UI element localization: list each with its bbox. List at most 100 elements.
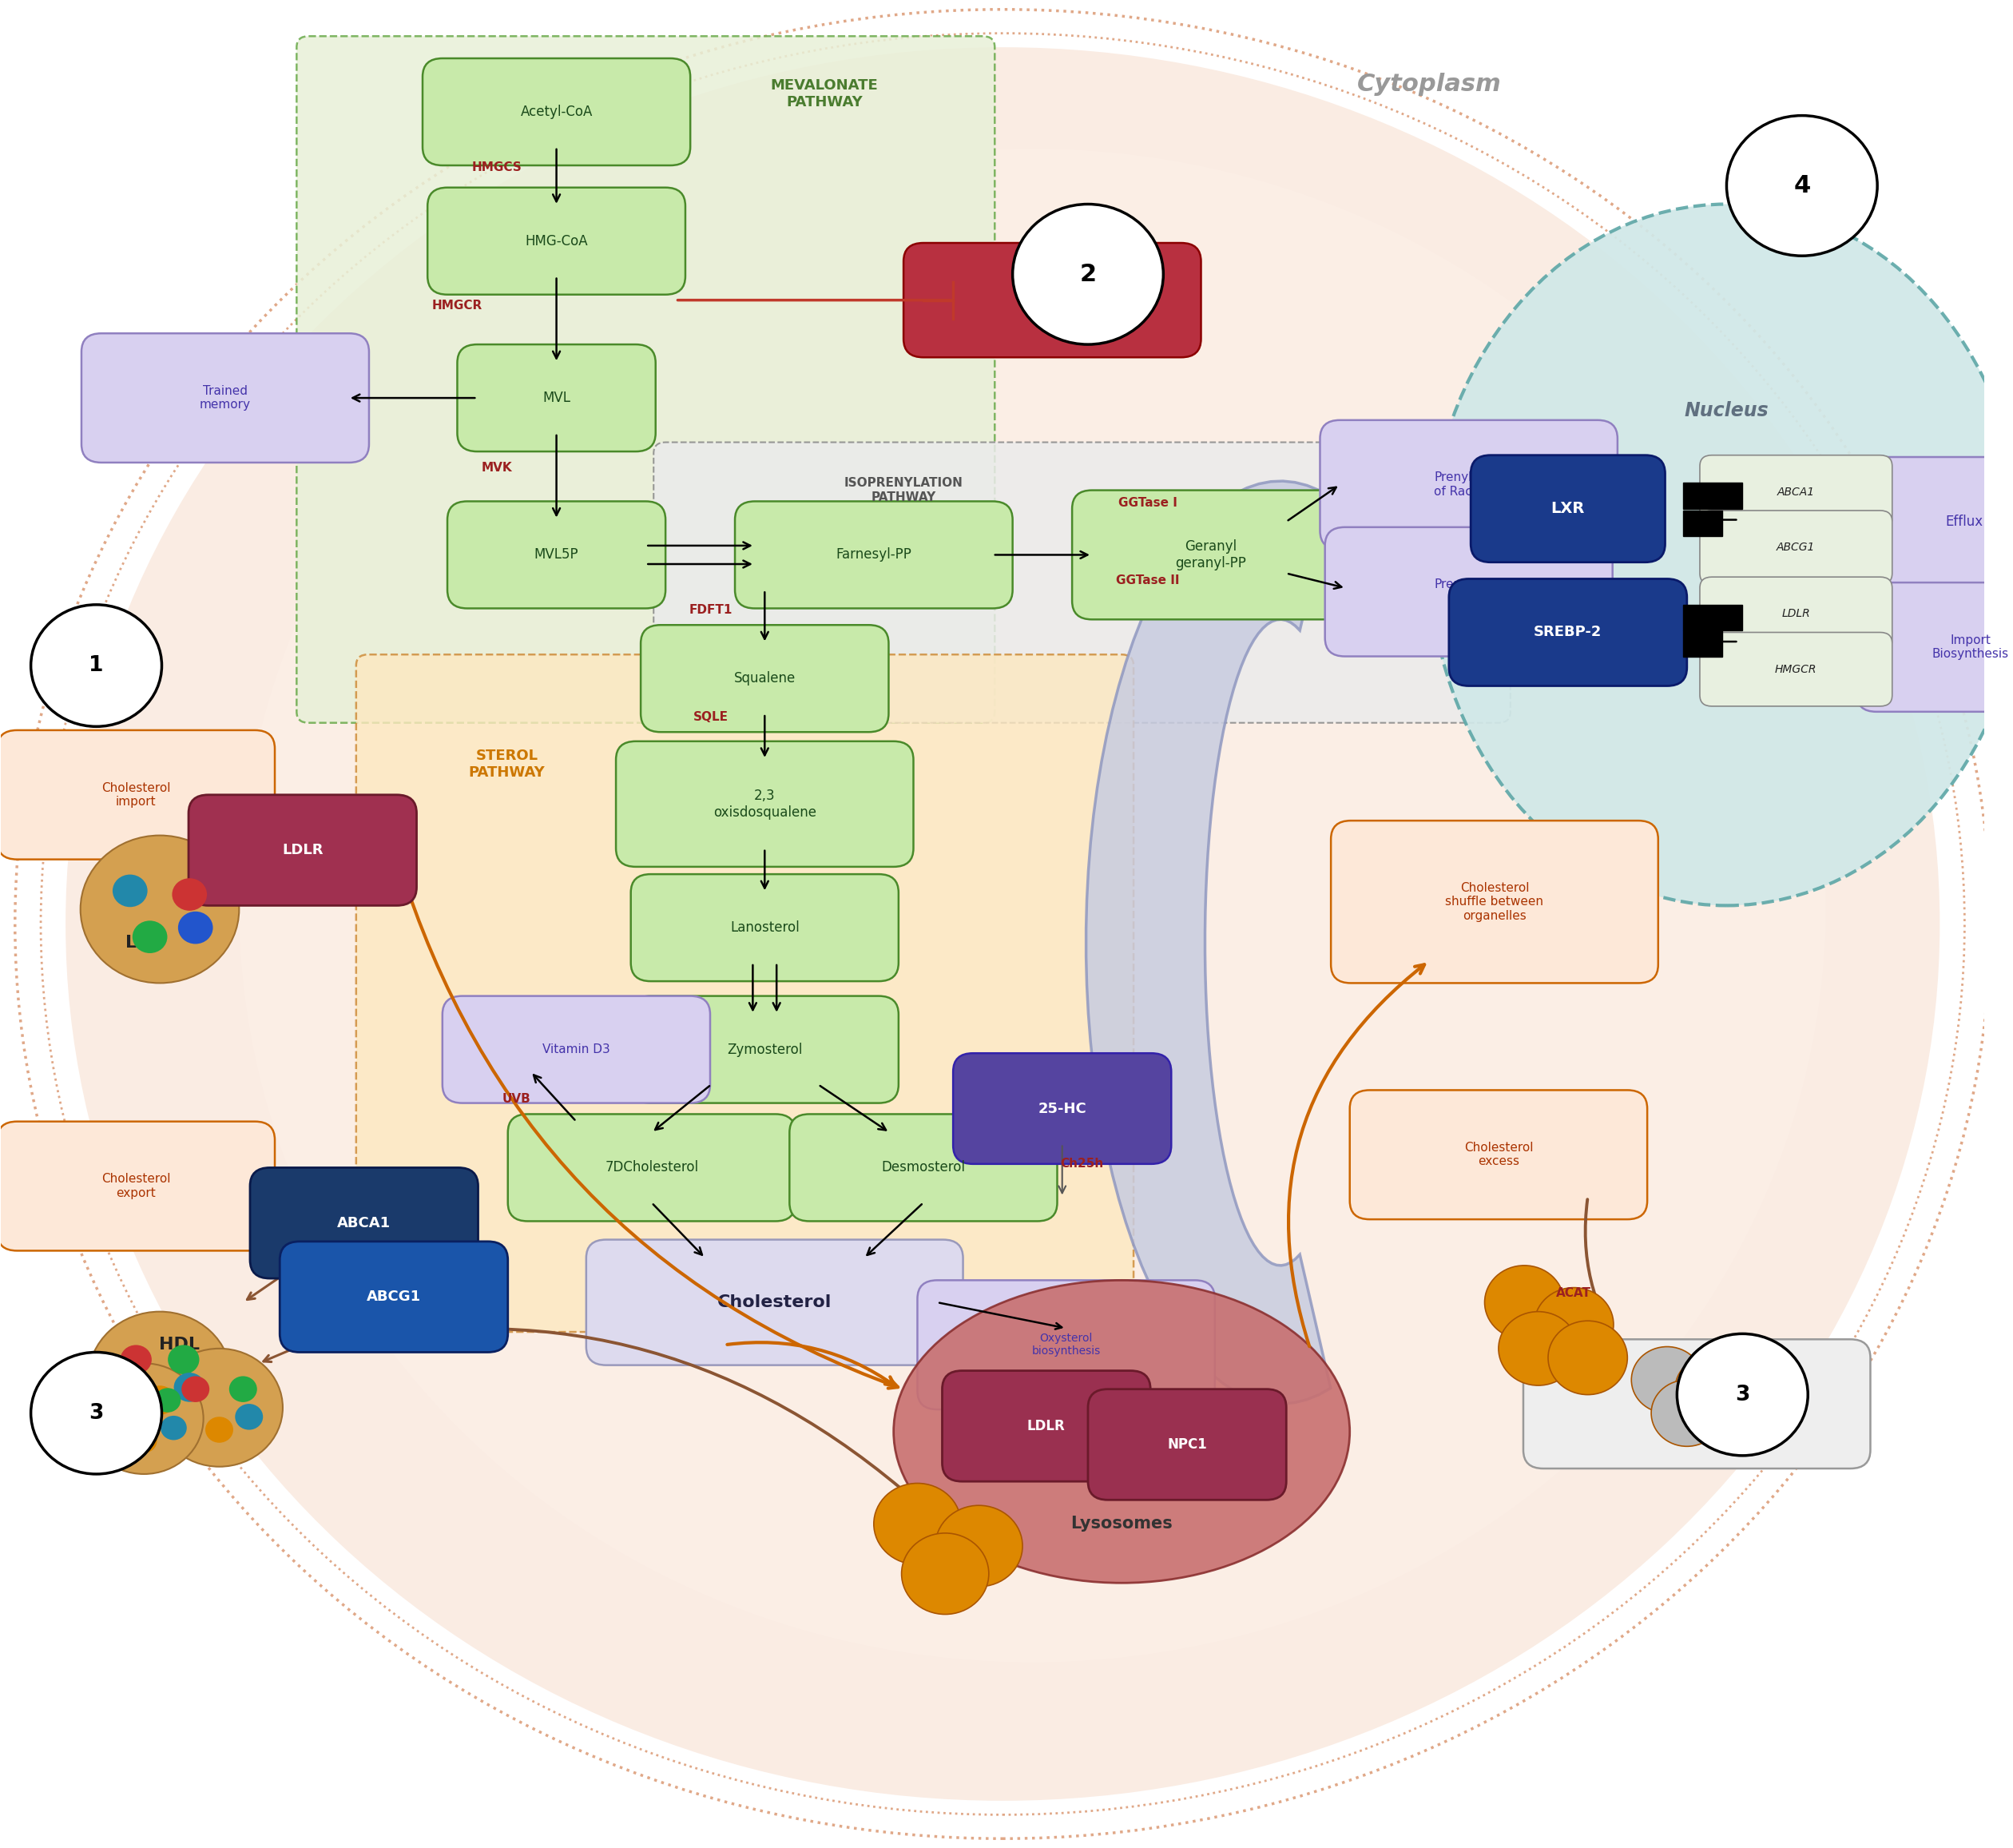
FancyBboxPatch shape: [1856, 456, 2013, 586]
FancyBboxPatch shape: [0, 1122, 276, 1251]
Circle shape: [131, 1429, 157, 1453]
Text: 3: 3: [89, 1403, 103, 1423]
Text: Cholesterol
excess: Cholesterol excess: [1463, 1142, 1534, 1168]
FancyBboxPatch shape: [1524, 1340, 1870, 1469]
Text: LDLR: LDLR: [1027, 1419, 1065, 1434]
FancyBboxPatch shape: [423, 59, 690, 164]
FancyBboxPatch shape: [356, 654, 1133, 1332]
Text: Trained
memory: Trained memory: [199, 384, 252, 410]
Text: Prenylation
of Rab: Prenylation of Rab: [1435, 578, 1504, 604]
Circle shape: [902, 1534, 988, 1615]
Circle shape: [229, 1377, 258, 1403]
FancyBboxPatch shape: [296, 37, 994, 723]
FancyBboxPatch shape: [586, 1240, 962, 1366]
Circle shape: [1727, 116, 1878, 255]
Text: 2: 2: [1079, 262, 1097, 286]
Text: Nucleus: Nucleus: [1685, 401, 1769, 421]
Text: ABCG1: ABCG1: [1777, 541, 1816, 553]
Text: Prenylation
of Rac, Rho: Prenylation of Rac, Rho: [1433, 471, 1504, 497]
Text: ABCA1: ABCA1: [338, 1216, 391, 1231]
Text: Vitamin D3: Vitamin D3: [541, 1044, 610, 1055]
Text: LDL: LDL: [125, 935, 163, 950]
Ellipse shape: [66, 48, 1941, 1800]
FancyBboxPatch shape: [443, 996, 711, 1103]
Text: 1: 1: [89, 656, 105, 676]
Text: Import
Biosynthesis: Import Biosynthesis: [1932, 634, 2009, 660]
FancyBboxPatch shape: [1856, 582, 2013, 711]
Circle shape: [107, 1388, 133, 1412]
Text: Zymosterol: Zymosterol: [727, 1042, 803, 1057]
FancyBboxPatch shape: [280, 1242, 507, 1353]
Text: GGTase II: GGTase II: [1115, 575, 1180, 586]
Text: Cholesterol
export: Cholesterol export: [101, 1173, 171, 1199]
Text: GGTase I: GGTase I: [1117, 497, 1178, 510]
FancyBboxPatch shape: [1087, 1390, 1286, 1501]
Text: 25-HC: 25-HC: [1039, 1101, 1087, 1116]
Polygon shape: [1087, 480, 1331, 1404]
FancyBboxPatch shape: [1325, 527, 1612, 656]
FancyBboxPatch shape: [1699, 577, 1892, 650]
FancyBboxPatch shape: [1073, 490, 1351, 619]
Circle shape: [1651, 1380, 1723, 1447]
FancyBboxPatch shape: [1351, 1090, 1647, 1220]
Text: Statins: Statins: [1019, 292, 1085, 309]
Text: Lysosomes: Lysosomes: [1071, 1515, 1174, 1532]
Text: Desmosterol: Desmosterol: [882, 1161, 966, 1175]
Circle shape: [161, 1416, 187, 1440]
Circle shape: [1548, 1321, 1627, 1395]
Circle shape: [81, 835, 240, 983]
Text: Cholesterol
import: Cholesterol import: [101, 782, 171, 808]
Circle shape: [874, 1484, 960, 1565]
Text: HDL: HDL: [159, 1336, 199, 1353]
FancyBboxPatch shape: [1699, 632, 1892, 706]
Text: FDFT1: FDFT1: [688, 604, 733, 615]
Circle shape: [113, 874, 147, 907]
FancyBboxPatch shape: [630, 874, 898, 981]
Circle shape: [936, 1506, 1023, 1587]
Text: MVK: MVK: [481, 462, 513, 475]
Text: NPC1: NPC1: [1168, 1438, 1208, 1453]
FancyBboxPatch shape: [1683, 510, 1723, 536]
Circle shape: [205, 1417, 234, 1443]
Text: ACAT: ACAT: [1556, 1288, 1592, 1299]
Circle shape: [1675, 1356, 1747, 1423]
Text: STEROL
PATHWAY: STEROL PATHWAY: [469, 748, 546, 780]
FancyBboxPatch shape: [952, 1053, 1172, 1164]
Text: Cholesterol ester
storage pool: Cholesterol ester storage pool: [1651, 1392, 1743, 1416]
FancyBboxPatch shape: [735, 501, 1013, 608]
FancyBboxPatch shape: [81, 333, 368, 462]
Circle shape: [155, 1349, 282, 1467]
FancyBboxPatch shape: [1699, 455, 1892, 529]
FancyBboxPatch shape: [0, 730, 276, 859]
FancyBboxPatch shape: [1683, 604, 1743, 630]
FancyBboxPatch shape: [630, 996, 898, 1103]
FancyBboxPatch shape: [1331, 821, 1659, 983]
Circle shape: [89, 1312, 231, 1445]
Circle shape: [85, 1364, 203, 1475]
Text: HMGCR: HMGCR: [1775, 663, 1818, 675]
Circle shape: [1691, 1386, 1761, 1453]
FancyBboxPatch shape: [654, 442, 1510, 723]
Text: Cholesterol
shuffle between
organelles: Cholesterol shuffle between organelles: [1445, 881, 1544, 922]
Circle shape: [1534, 1288, 1614, 1362]
Text: UVB: UVB: [503, 1094, 531, 1105]
FancyBboxPatch shape: [447, 501, 666, 608]
Text: 7DCholesterol: 7DCholesterol: [604, 1161, 699, 1175]
FancyBboxPatch shape: [640, 625, 888, 732]
Text: ISOPRENYLATION
PATHWAY: ISOPRENYLATION PATHWAY: [843, 477, 962, 503]
Text: Geranyl
geranyl-PP: Geranyl geranyl-PP: [1176, 540, 1246, 571]
Text: MVL5P: MVL5P: [533, 547, 578, 562]
Circle shape: [133, 920, 167, 954]
Text: SREBP-2: SREBP-2: [1534, 625, 1602, 639]
Ellipse shape: [240, 150, 1826, 1663]
Text: Ch25h: Ch25h: [1061, 1159, 1103, 1170]
Text: Efflux: Efflux: [1947, 514, 1983, 529]
Text: Cytoplasm: Cytoplasm: [1357, 72, 1502, 96]
Ellipse shape: [894, 1281, 1351, 1584]
Circle shape: [181, 1377, 209, 1403]
FancyBboxPatch shape: [250, 1168, 479, 1279]
FancyBboxPatch shape: [1449, 578, 1687, 686]
Circle shape: [30, 604, 161, 726]
Circle shape: [1498, 1312, 1578, 1386]
FancyBboxPatch shape: [457, 344, 656, 451]
